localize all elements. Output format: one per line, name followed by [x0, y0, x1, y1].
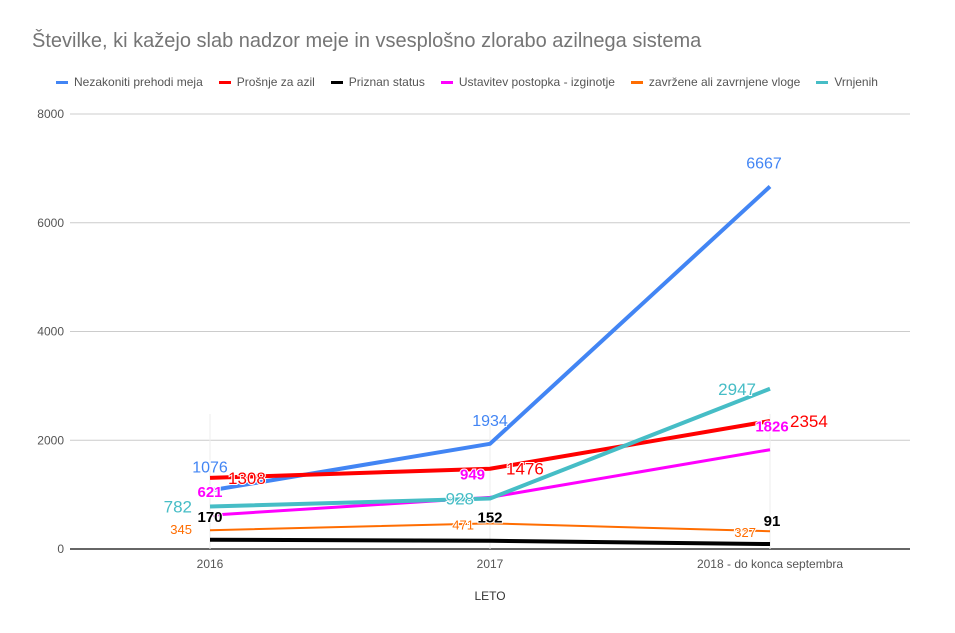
chart-title: Številke, ki kažejo slab nadzor meje in …: [32, 30, 702, 52]
x-tick-label: 2017: [477, 557, 504, 571]
data-label: 345: [170, 522, 192, 537]
x-tick-label: 2016: [197, 557, 224, 571]
data-label: 1476: [506, 460, 544, 479]
legend-label: Vrnjenih: [834, 75, 878, 89]
x-axis-title: LETO: [474, 589, 505, 603]
data-label: 2354: [790, 412, 828, 431]
x-tick-label: 2018 - do konca septembra: [697, 557, 843, 571]
data-label: 91: [764, 513, 781, 530]
y-tick-label: 6000: [37, 216, 64, 230]
legend-item: Ustavitev postopka - izginotje: [440, 75, 615, 89]
legend-label: Priznan status: [348, 75, 425, 89]
legend-label: zavržene ali zavrnjene vloge: [648, 75, 801, 89]
legend-swatch: [330, 80, 343, 84]
data-label: 1934: [472, 413, 508, 430]
y-tick-label: 4000: [37, 325, 64, 339]
legend-swatch: [816, 80, 829, 84]
legend-swatch: [440, 80, 453, 84]
series-line: [209, 185, 772, 493]
legend-item: Vrnjenih: [816, 75, 878, 89]
series-line: [209, 419, 771, 480]
data-label: 621: [197, 484, 222, 501]
legend-label: Prošnje za azil: [236, 75, 315, 89]
legend-swatch: [56, 80, 68, 84]
data-label: 6667: [746, 155, 782, 172]
legend-item: Nezakoniti prehodi meja: [56, 75, 203, 89]
legend-item: zavržene ali zavrnjene vloge: [630, 75, 801, 89]
legend-label: Nezakoniti prehodi meja: [74, 75, 203, 89]
data-label: 471: [452, 517, 474, 532]
data-label: 782: [164, 497, 192, 516]
series-line: [209, 522, 771, 533]
legend-swatch: [218, 80, 231, 84]
legend: Nezakoniti prehodi meja Prošnje za azil Pr…: [56, 75, 878, 89]
data-label: 928: [446, 490, 474, 509]
legend-item: Prošnje za azil: [218, 75, 315, 89]
data-label: 2947: [718, 380, 756, 399]
legend-swatch: [630, 80, 643, 84]
data-label: 170: [197, 509, 222, 526]
data-label: 327: [734, 525, 756, 540]
data-label: 1826: [755, 419, 788, 436]
data-label: 949: [460, 466, 485, 483]
data-label: 1076: [192, 459, 228, 476]
legend-label: Ustavitev postopka - izginotje: [458, 75, 615, 89]
y-tick-label: 0: [57, 542, 64, 556]
data-label: 152: [477, 510, 502, 527]
y-tick-label: 2000: [37, 433, 64, 447]
series-line: [209, 386, 771, 509]
series-line: [209, 537, 771, 547]
legend-item: Priznan status: [330, 75, 425, 89]
data-label: 1308: [228, 469, 266, 488]
y-tick-label: 8000: [37, 107, 64, 121]
